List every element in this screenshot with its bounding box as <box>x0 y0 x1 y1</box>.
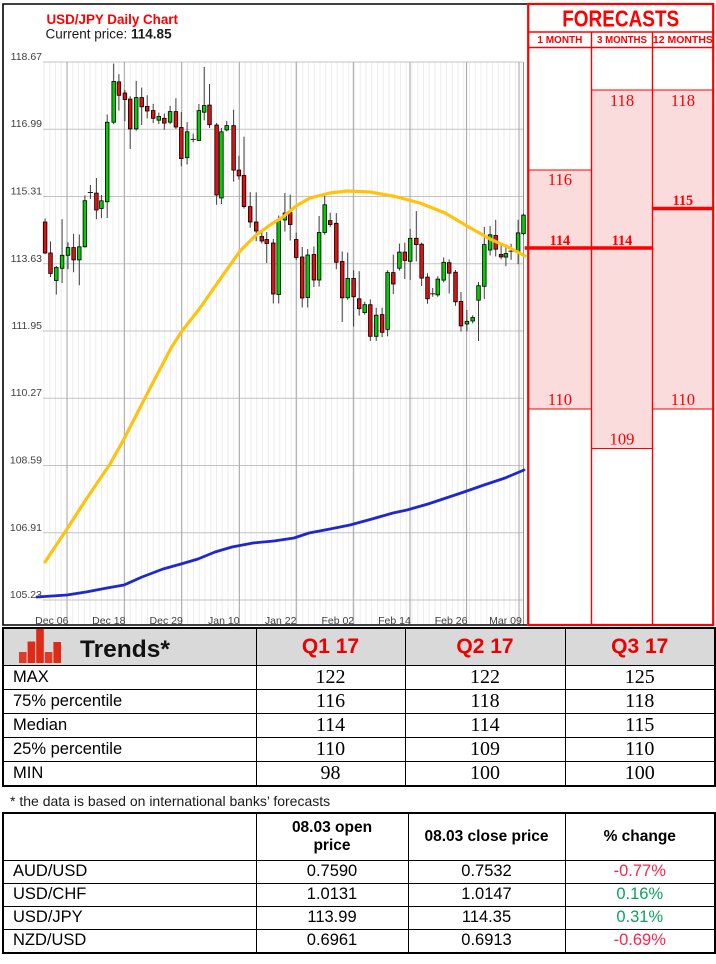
svg-text:115.31: 115.31 <box>11 186 42 198</box>
svg-text:110: 110 <box>671 390 695 409</box>
svg-text:110.27: 110.27 <box>11 387 42 399</box>
svg-text:116: 116 <box>548 170 572 189</box>
svg-text:Feb 02: Feb 02 <box>321 615 354 627</box>
svg-text:Feb 26: Feb 26 <box>435 615 468 627</box>
svg-text:118: 118 <box>671 91 695 110</box>
svg-text:118.67: 118.67 <box>11 51 42 63</box>
svg-text:108.59: 108.59 <box>10 455 42 467</box>
svg-text:Jan 22: Jan 22 <box>265 615 297 627</box>
svg-text:12 MONTHS: 12 MONTHS <box>653 34 713 46</box>
svg-text:Dec 18: Dec 18 <box>92 615 125 627</box>
svg-text:Current price: 114.85: Current price: 114.85 <box>46 27 173 42</box>
svg-text:106.91: 106.91 <box>10 522 42 534</box>
svg-text:Mar 09: Mar 09 <box>489 615 522 627</box>
svg-text:118: 118 <box>610 91 634 110</box>
svg-text:FORECASTS: FORECASTS <box>562 6 679 32</box>
svg-text:105.23: 105.23 <box>10 589 42 601</box>
svg-text:114: 114 <box>550 233 571 249</box>
svg-text:Dec 29: Dec 29 <box>150 615 183 627</box>
svg-text:USD/JPY Daily Chart: USD/JPY Daily Chart <box>47 12 179 27</box>
svg-text:114: 114 <box>612 233 633 249</box>
svg-text:110: 110 <box>548 390 572 409</box>
svg-text:116.99: 116.99 <box>11 118 42 130</box>
svg-text:115: 115 <box>673 193 694 209</box>
svg-text:109: 109 <box>610 430 635 449</box>
svg-text:113.63: 113.63 <box>11 253 42 265</box>
svg-text:1 MONTH: 1 MONTH <box>537 34 582 46</box>
svg-text:Feb 14: Feb 14 <box>378 615 411 627</box>
svg-text:3 MONTHS: 3 MONTHS <box>597 34 647 46</box>
svg-text:Jan 10: Jan 10 <box>208 615 240 627</box>
svg-text:111.95: 111.95 <box>11 320 42 332</box>
svg-text:Dec 06: Dec 06 <box>35 615 68 627</box>
